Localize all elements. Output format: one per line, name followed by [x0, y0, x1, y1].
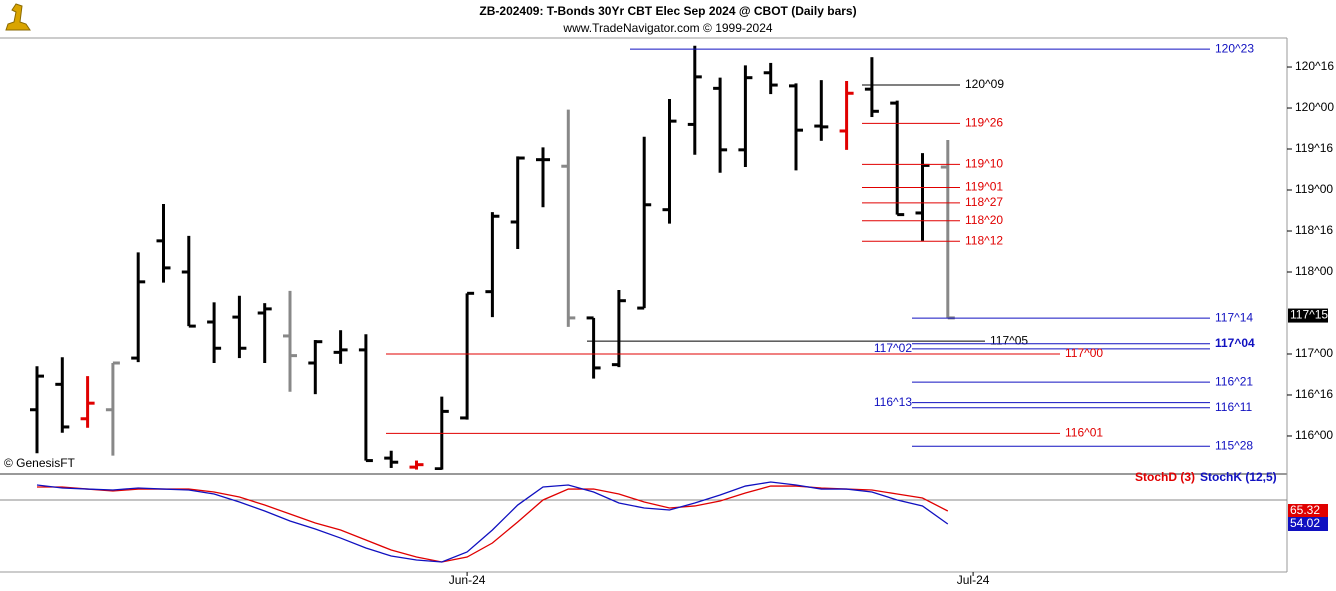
x-tick-label: Jul-24: [957, 573, 990, 587]
level-label: 117^05: [990, 333, 1028, 347]
value-label: 54.02: [1290, 516, 1320, 530]
level-label: 118^20: [965, 213, 1003, 227]
stoch-line: [36, 481, 949, 563]
y-tick-label: 118^16: [1295, 223, 1333, 237]
level-label: 117^00: [1065, 346, 1103, 360]
value-label: 65.32: [1290, 503, 1320, 517]
x-tick-label: Jun-24: [449, 573, 486, 587]
price-panel: [30, 45, 955, 470]
level-label: 116^13: [874, 395, 912, 409]
credit: © GenesisFT: [4, 456, 76, 470]
y-tick-label: 119^00: [1295, 182, 1333, 196]
level-label: 115^28: [1215, 438, 1253, 452]
level-label: 117^04: [1215, 336, 1255, 350]
level-label: 118^27: [965, 195, 1003, 209]
y-tick-label: 118^00: [1295, 264, 1333, 278]
y-tick-label: 120^00: [1295, 100, 1334, 114]
level-label: 120^09: [965, 77, 1004, 91]
level-label: 117^14: [1215, 310, 1253, 324]
chart-title: ZB-202409: T-Bonds 30Yr CBT Elec Sep 202…: [479, 4, 856, 18]
last-price-box: [1288, 308, 1328, 323]
level-label: 119^01: [965, 180, 1003, 194]
level-label: 118^12: [965, 233, 1003, 247]
y-tick-label: 119^16: [1295, 141, 1333, 155]
level-label: 116^11: [1215, 400, 1253, 414]
y-tick-label: 120^16: [1295, 59, 1334, 73]
logo: [5, 3, 31, 31]
level-label: 116^01: [1065, 426, 1103, 440]
value-box: [1288, 504, 1328, 518]
legend-label: StochD (3): [1135, 470, 1195, 484]
last-price-label: 117^15: [1290, 308, 1328, 322]
level-label: 120^23: [1215, 41, 1254, 55]
chart-subtitle: www.TradeNavigator.com © 1999-2024: [562, 21, 772, 35]
level-label: 119^10: [965, 157, 1003, 171]
level-label: 116^21: [1215, 374, 1253, 388]
y-tick-label: 116^00: [1295, 428, 1333, 442]
stoch-line: [37, 485, 949, 563]
level-label: 117^02: [874, 341, 912, 355]
y-tick-label: 116^16: [1295, 387, 1333, 401]
level-label: 119^26: [965, 116, 1003, 130]
value-box: [1288, 517, 1328, 531]
y-tick-label: 117^00: [1295, 346, 1333, 360]
legend-label: StochK (12,5): [1200, 470, 1277, 484]
